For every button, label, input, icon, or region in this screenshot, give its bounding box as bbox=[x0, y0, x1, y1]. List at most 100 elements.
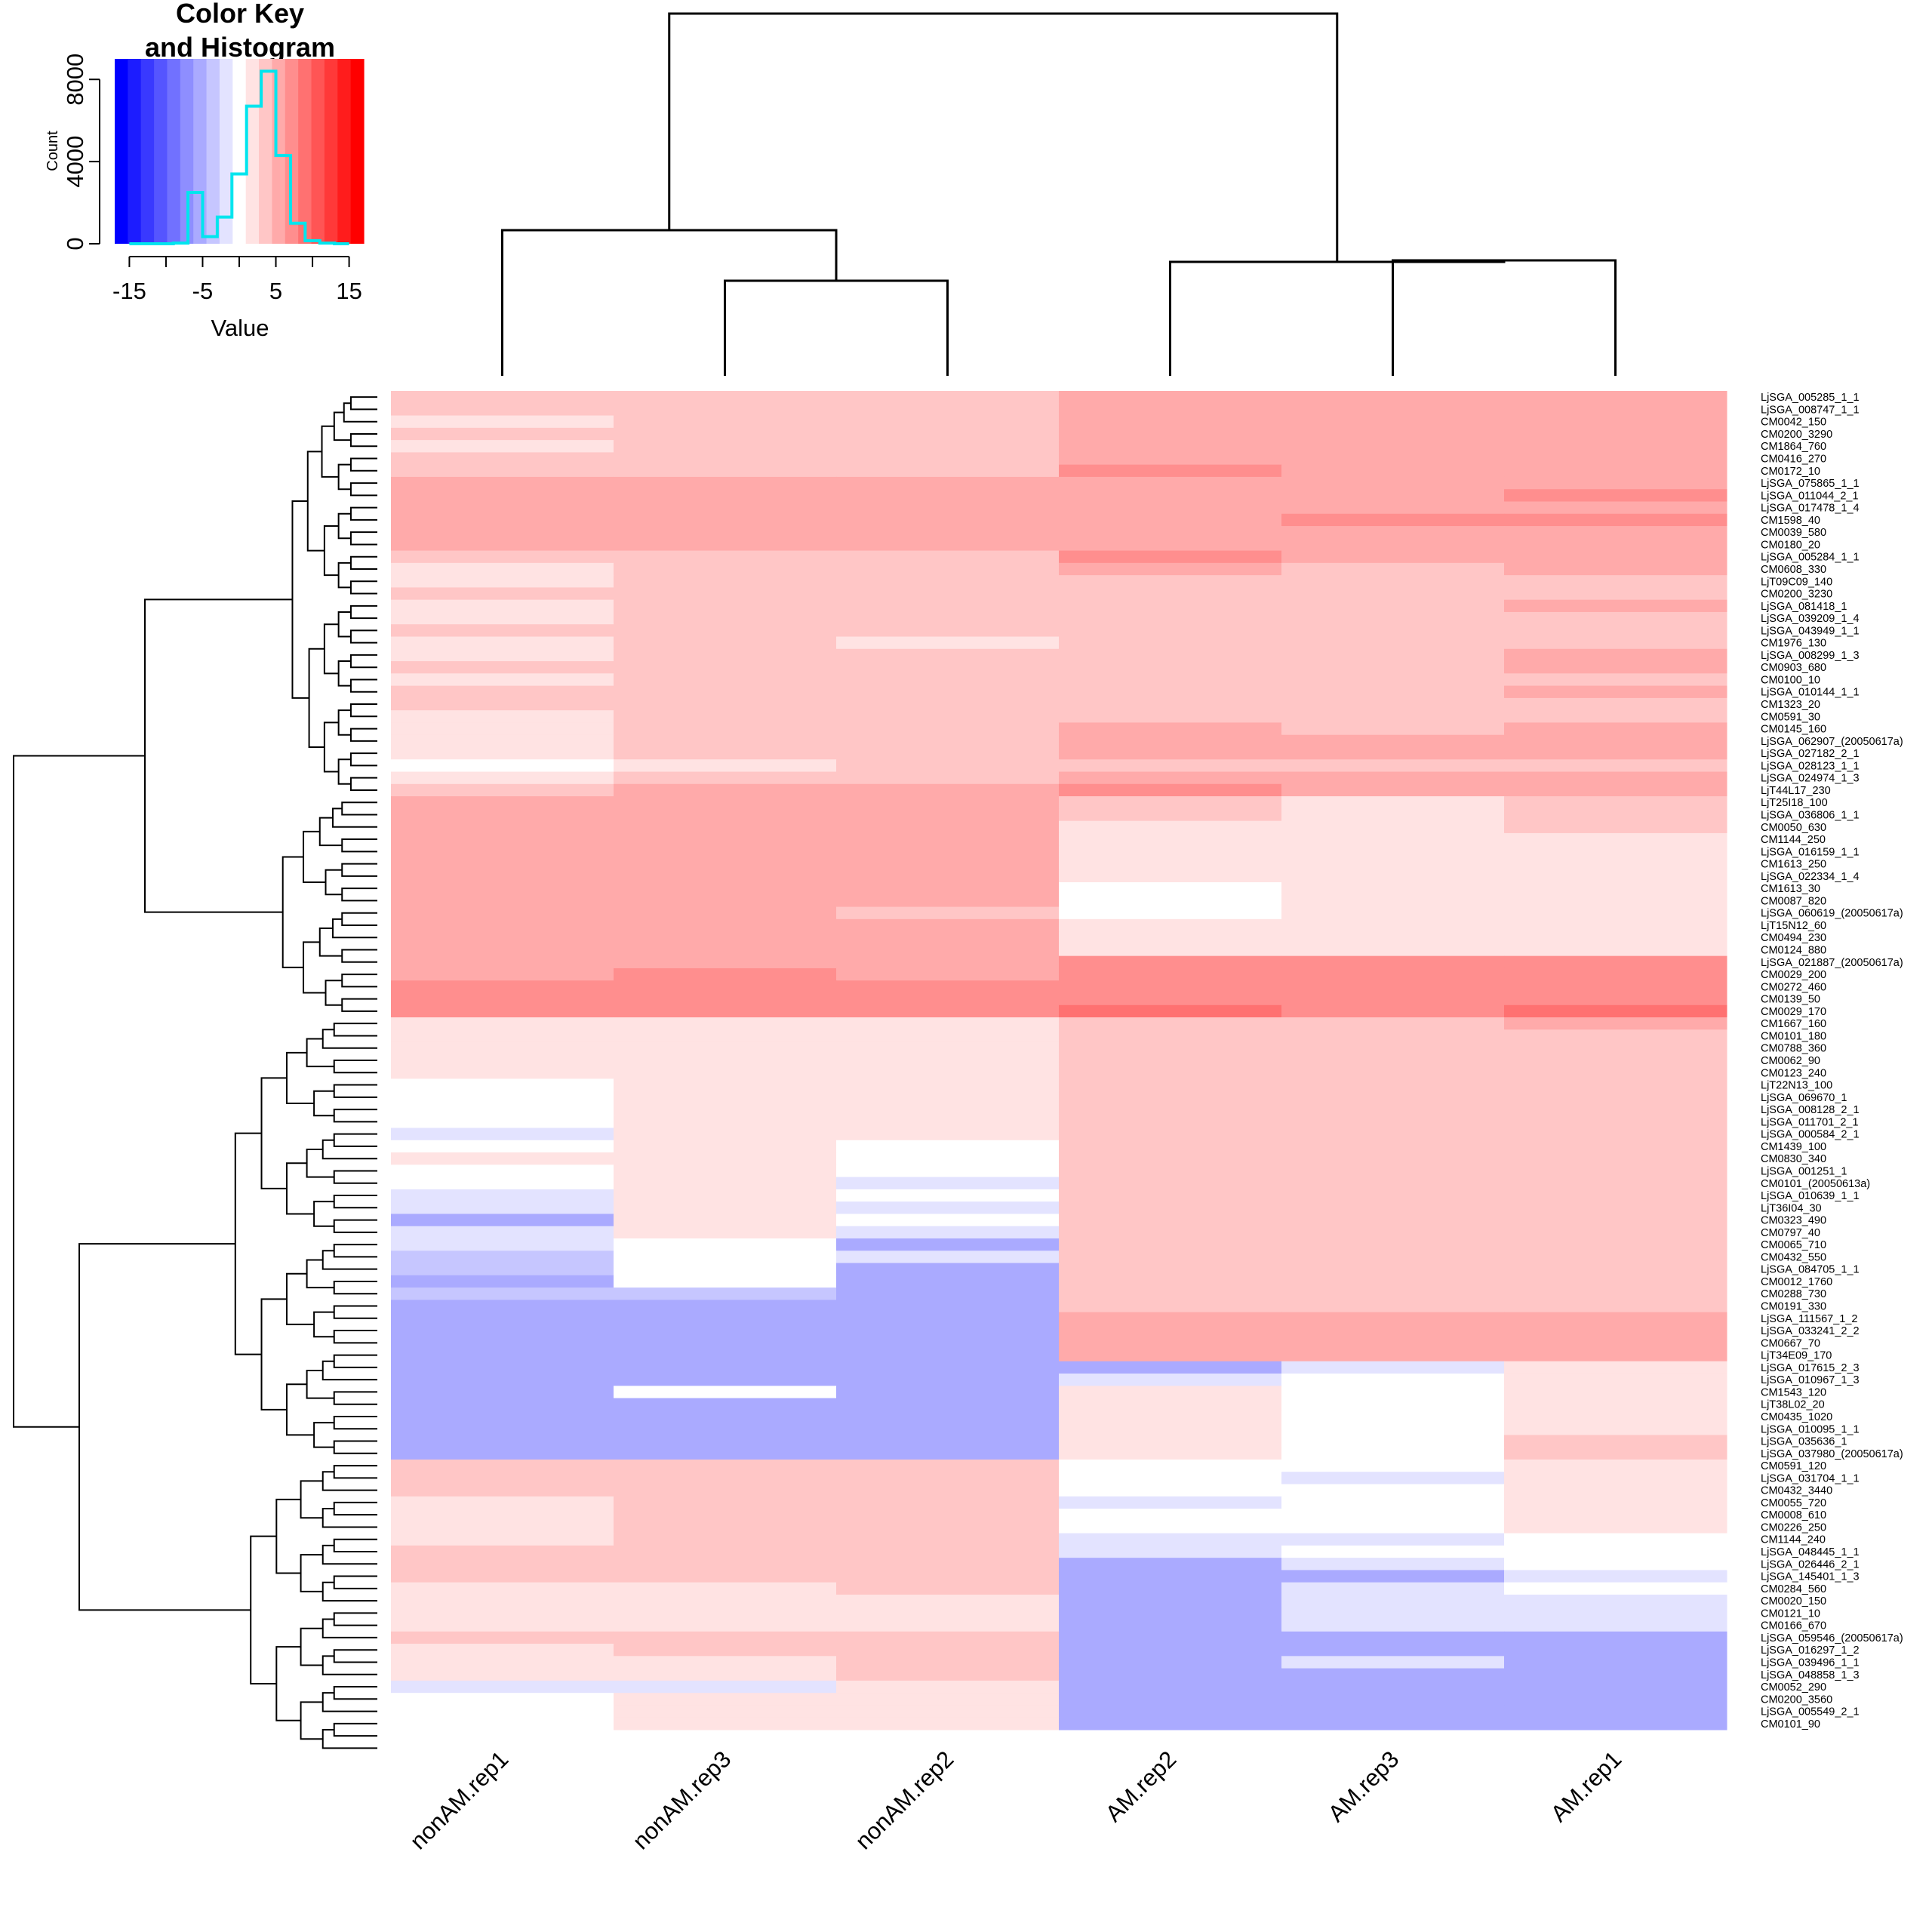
row-label: CM1439_100 bbox=[1761, 1141, 1826, 1153]
heatmap-cell bbox=[391, 968, 614, 981]
color-key-strip bbox=[232, 59, 247, 244]
heatmap-cell bbox=[1504, 1509, 1727, 1521]
row-dendrogram-link bbox=[337, 512, 351, 540]
heatmap-cell bbox=[1504, 894, 1727, 908]
row-label: CM0166_670 bbox=[1761, 1620, 1826, 1632]
heatmap-cell bbox=[614, 759, 837, 773]
heatmap-cell bbox=[836, 587, 1060, 601]
heatmap-cell bbox=[391, 501, 614, 515]
heatmap-cell bbox=[614, 1619, 837, 1632]
heatmap-cell bbox=[391, 906, 614, 920]
row-dendrogram-link bbox=[333, 1330, 377, 1344]
heatmap-cell bbox=[391, 1287, 614, 1300]
heatmap-cell bbox=[836, 1103, 1060, 1116]
row-label: CM0416_270 bbox=[1761, 454, 1826, 466]
heatmap-cell bbox=[614, 734, 837, 748]
color-key-strip bbox=[180, 59, 194, 244]
heatmap-cell bbox=[836, 452, 1060, 466]
row-label: CM0039_580 bbox=[1761, 527, 1826, 539]
heatmap-cell bbox=[836, 894, 1060, 908]
heatmap-cell bbox=[614, 513, 837, 527]
heatmap-cell bbox=[836, 1680, 1060, 1694]
heatmap-cell bbox=[836, 955, 1060, 969]
heatmap-cell bbox=[836, 783, 1060, 797]
heatmap-cell bbox=[1281, 427, 1505, 441]
heatmap-cell bbox=[1059, 759, 1282, 773]
heatmap-cell bbox=[1059, 1459, 1282, 1472]
heatmap-cell bbox=[1281, 1324, 1505, 1337]
row-dendrogram-link bbox=[260, 1298, 287, 1411]
row-dendrogram-link bbox=[332, 808, 377, 828]
heatmap-cell bbox=[1059, 415, 1282, 429]
row-dendrogram-link bbox=[300, 1627, 323, 1666]
row-label: CM0200_3230 bbox=[1761, 589, 1832, 601]
row-label: LjSGA_005284_1_1 bbox=[1761, 552, 1860, 564]
heatmap-cell bbox=[836, 808, 1060, 822]
heatmap-cell bbox=[614, 1287, 837, 1300]
heatmap-cell bbox=[1059, 1337, 1282, 1349]
heatmap-cell bbox=[836, 992, 1060, 1006]
heatmap-cell bbox=[614, 1115, 837, 1129]
heatmap-cell bbox=[1504, 1374, 1727, 1386]
row-dendrogram-link bbox=[321, 1508, 377, 1528]
heatmap-cell bbox=[1281, 1349, 1505, 1362]
heatmap-cell bbox=[1504, 808, 1727, 822]
heatmap-cell bbox=[836, 673, 1060, 687]
heatmap-cell bbox=[1059, 1054, 1282, 1067]
heatmap-cell bbox=[836, 464, 1060, 478]
heatmap-cell bbox=[1059, 1201, 1282, 1214]
row-dendrogram-link bbox=[349, 506, 377, 521]
heatmap-cell bbox=[1281, 1017, 1505, 1030]
heatmap-cell bbox=[836, 1668, 1060, 1681]
heatmap-cell bbox=[1504, 599, 1727, 613]
heatmap-cell bbox=[391, 1017, 614, 1030]
heatmap-cell bbox=[391, 1693, 614, 1706]
heatmap-cell bbox=[1281, 1312, 1505, 1325]
heatmap-cell bbox=[614, 1017, 837, 1030]
heatmap-cell bbox=[1281, 415, 1505, 429]
heatmap-cell bbox=[1059, 1668, 1282, 1681]
heatmap-cell bbox=[614, 1570, 837, 1583]
heatmap-cell bbox=[614, 1509, 837, 1521]
color-key-strip bbox=[285, 59, 299, 244]
heatmap-cell bbox=[836, 1558, 1060, 1571]
heatmap-cell bbox=[391, 391, 614, 404]
heatmap-cell bbox=[1504, 1644, 1727, 1657]
heatmap-cell bbox=[1059, 796, 1282, 809]
heatmap-cell bbox=[1504, 1017, 1727, 1030]
row-dendrogram-link bbox=[321, 1618, 377, 1638]
heatmap-cell bbox=[614, 1717, 837, 1730]
heatmap-cell bbox=[614, 1164, 837, 1178]
heatmap-cell bbox=[614, 1410, 837, 1423]
heatmap-cell bbox=[1059, 869, 1282, 883]
row-label: LjSGA_008747_1_1 bbox=[1761, 404, 1860, 416]
heatmap-cell bbox=[1281, 513, 1505, 527]
heatmap-cell bbox=[1281, 746, 1505, 760]
heatmap-cell bbox=[614, 1435, 837, 1448]
heatmap-cell bbox=[836, 1349, 1060, 1362]
row-label: CM1667_160 bbox=[1761, 1018, 1826, 1030]
heatmap-cell bbox=[391, 1337, 614, 1349]
heatmap-cell bbox=[1059, 894, 1282, 908]
heatmap-cell bbox=[391, 759, 614, 773]
row-dendrogram-link bbox=[337, 660, 351, 687]
heatmap-cell bbox=[836, 1287, 1060, 1300]
heatmap-cell bbox=[1504, 440, 1727, 453]
heatmap-cell bbox=[1059, 1287, 1282, 1300]
heatmap-cell bbox=[1281, 808, 1505, 822]
heatmap-cell bbox=[614, 587, 837, 601]
row-dendrogram-link bbox=[323, 623, 339, 675]
row-label: LjSGA_027182_2_1 bbox=[1761, 748, 1860, 760]
row-dendrogram-link bbox=[308, 648, 325, 748]
heatmap-cell bbox=[1059, 1214, 1282, 1227]
color-key-title-line2: and Histogram bbox=[145, 32, 335, 63]
heatmap-cell bbox=[836, 1177, 1060, 1190]
row-label: CM0050_630 bbox=[1761, 822, 1826, 834]
row-dendrogram-link bbox=[333, 1023, 377, 1037]
row-label: CM0591_30 bbox=[1761, 711, 1820, 723]
heatmap-cell bbox=[391, 918, 614, 932]
heatmap-cell bbox=[1504, 1398, 1727, 1411]
heatmap-cell bbox=[1504, 1423, 1727, 1435]
row-label: LjSGA_036806_1_1 bbox=[1761, 809, 1860, 821]
